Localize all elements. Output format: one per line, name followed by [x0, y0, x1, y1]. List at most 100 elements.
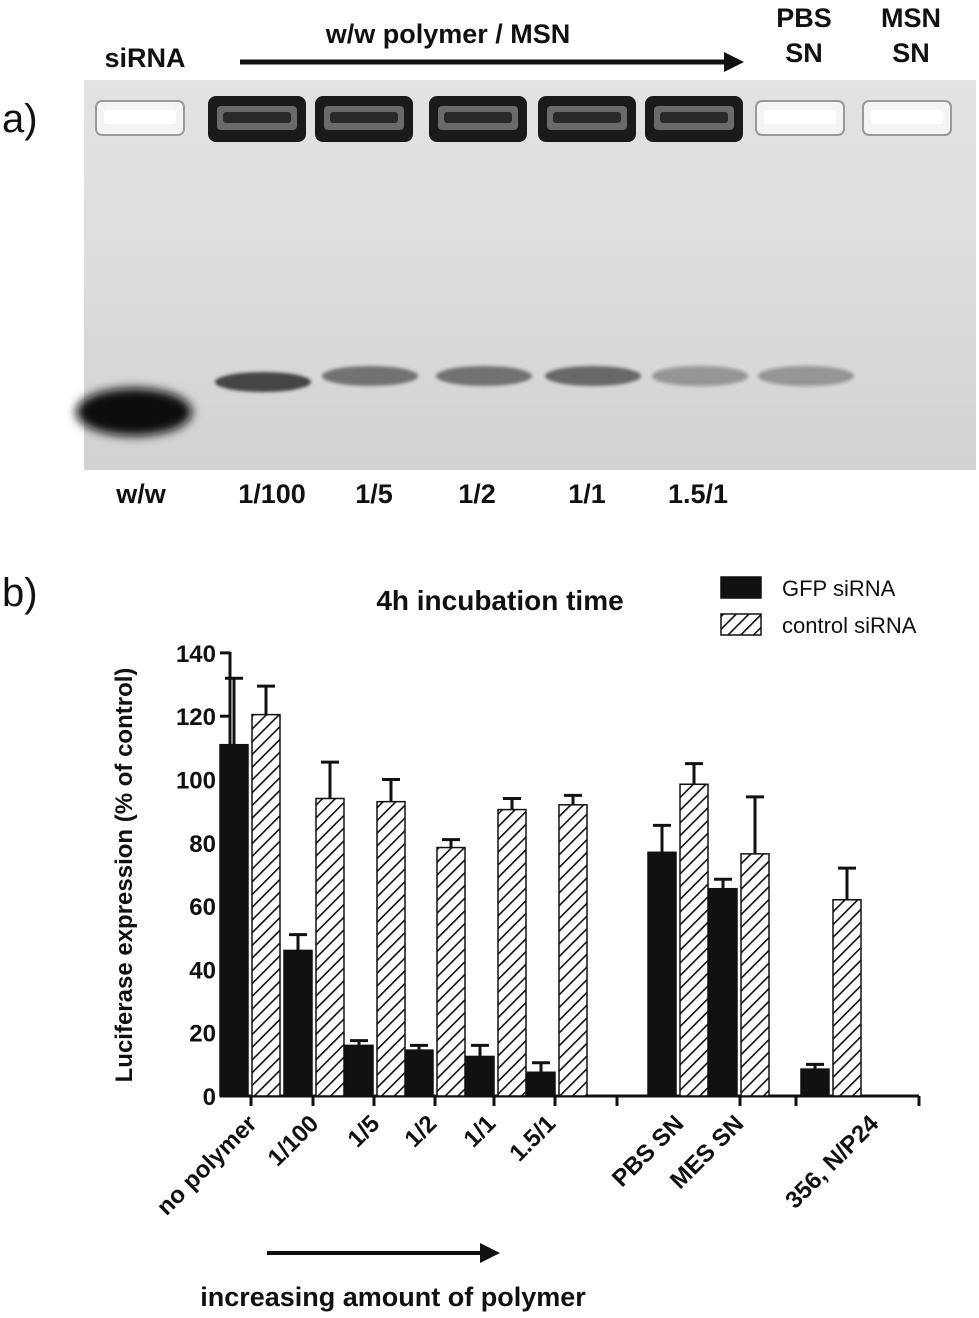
bar-gfp-sirna — [344, 1044, 374, 1097]
error-bar-control — [321, 760, 339, 799]
y-tick-label: 100 — [176, 768, 216, 795]
panel-b-letter: b) — [2, 571, 38, 615]
gel-header-arrow — [240, 52, 744, 72]
error-bar-gfp — [471, 1043, 489, 1057]
chart-title: 4h incubation time — [376, 585, 623, 616]
gel-well — [429, 96, 527, 142]
gel-band — [436, 366, 532, 386]
y-tick-label: 60 — [189, 894, 216, 921]
x-category-label: 356, N/P24 — [780, 1110, 884, 1214]
bar-control-sirna — [558, 804, 588, 1097]
gel-well — [862, 100, 952, 136]
gel-header-pbs-line2: SN — [785, 38, 823, 68]
error-bar-gfp — [653, 823, 671, 853]
gel-bands — [76, 366, 854, 436]
error-bar-gfp — [714, 877, 732, 889]
bars — [219, 713, 862, 1097]
gel-well — [315, 96, 413, 142]
gel-header-msn-line2: SN — [892, 38, 930, 68]
x-axis — [230, 1094, 921, 1106]
legend-swatch-control — [720, 613, 762, 636]
error-bar-control — [564, 793, 582, 805]
gel-image — [76, 80, 976, 470]
gel-ratio-label: 1.5/1 — [668, 479, 728, 509]
error-bar-control — [838, 866, 856, 900]
gel-ratio-label: 1/1 — [568, 479, 606, 509]
legend: GFP siRNA control siRNA — [720, 576, 917, 638]
error-bar-control — [685, 762, 703, 785]
gel-wells — [95, 96, 952, 142]
gel-band — [322, 366, 418, 386]
bar-chart: 0 20 40 60 80 100 120 140 no polymer 1/100 1/5 1/2… — [152, 641, 921, 1221]
bar-gfp-sirna — [526, 1071, 556, 1097]
bar-gfp-sirna — [283, 949, 313, 1097]
gel-band — [758, 366, 854, 386]
bar-control-sirna — [679, 783, 709, 1097]
gel-ratio-label: 1/100 — [238, 479, 306, 509]
gel-header-sirna: siRNA — [104, 43, 185, 73]
error-bar-gfp — [225, 676, 243, 745]
y-axis-title: Luciferase expression (% of control) — [111, 668, 138, 1083]
bar-gfp-sirna — [404, 1049, 434, 1097]
x-category-label: no polymer — [152, 1110, 263, 1221]
x-category-label: 1/2 — [400, 1110, 443, 1153]
gel-well — [755, 100, 845, 136]
gel-header-pbs-line1: PBS — [776, 3, 832, 33]
bar-control-sirna — [436, 846, 466, 1097]
bar-control-sirna — [376, 800, 406, 1097]
error-bar-gfp — [350, 1039, 368, 1046]
bar-control-sirna — [832, 899, 862, 1097]
bar-gfp-sirna — [465, 1055, 495, 1097]
error-bars — [225, 676, 856, 1073]
gel-well — [208, 96, 306, 142]
increasing-polymer-arrow — [267, 1243, 500, 1263]
bar-control-sirna — [251, 713, 281, 1097]
error-bar-control — [746, 795, 764, 854]
bar-gfp-sirna — [800, 1068, 830, 1097]
gel-ratio-label: 1/2 — [458, 479, 496, 509]
y-tick-label: 140 — [176, 641, 216, 668]
gel-header-polymer-msn: w/w polymer / MSN — [325, 19, 571, 49]
gel-well — [95, 100, 185, 136]
x-category-label: 1/5 — [343, 1110, 386, 1153]
error-bar-control — [257, 684, 275, 715]
gel-header-msn-line1: MSN — [881, 3, 941, 33]
y-tick-label: 40 — [189, 957, 216, 984]
bar-gfp-sirna — [708, 887, 738, 1097]
error-bar-gfp — [532, 1061, 550, 1073]
gel-well — [538, 96, 636, 142]
bar-control-sirna — [497, 808, 527, 1097]
x-category-label: 1.5/1 — [504, 1110, 561, 1167]
error-bar-gfp — [806, 1062, 824, 1070]
bar-gfp-sirna — [647, 851, 677, 1097]
gel-band — [545, 366, 641, 386]
panel-a-letter: a) — [2, 97, 38, 141]
error-bar-control — [503, 796, 521, 810]
error-bar-control — [382, 778, 400, 802]
gel-band — [76, 388, 192, 436]
gel-well — [645, 96, 743, 142]
gel-ratio-label: 1/5 — [355, 479, 393, 509]
gel-band — [215, 372, 311, 392]
bar-gfp-sirna — [219, 743, 249, 1097]
bar-control-sirna — [740, 853, 770, 1097]
gel-ratio-row-label: w/w — [115, 479, 167, 509]
error-bar-gfp — [289, 933, 307, 951]
legend-swatch-gfp — [720, 576, 762, 599]
error-bar-control — [442, 838, 460, 848]
legend-label-control: control siRNA — [782, 613, 917, 638]
error-bar-gfp — [410, 1043, 428, 1051]
y-tick-label: 120 — [176, 704, 216, 731]
increasing-polymer-note: increasing amount of polymer — [200, 1282, 586, 1312]
bar-control-sirna — [315, 797, 345, 1097]
y-tick-label: 80 — [189, 831, 216, 858]
y-tick-label: 20 — [189, 1021, 216, 1048]
x-category-label: 1/1 — [459, 1110, 502, 1153]
x-category-label: 1/100 — [263, 1110, 325, 1172]
y-tick-label: 0 — [203, 1084, 216, 1111]
gel-ratio-labels: 1/100 1/5 1/2 1/1 1.5/1 — [238, 479, 728, 509]
legend-label-gfp: GFP siRNA — [782, 576, 896, 601]
gel-background — [84, 80, 976, 470]
